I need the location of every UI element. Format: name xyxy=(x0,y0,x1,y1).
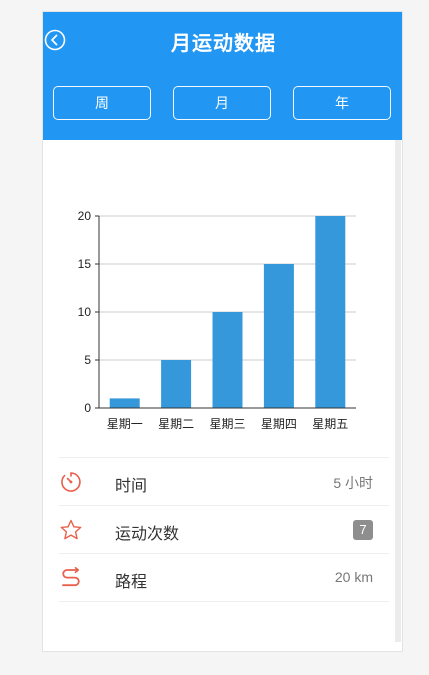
y-tick-label: 20 xyxy=(78,209,92,223)
star-icon xyxy=(60,519,82,540)
stat-value-time: 5 小时 xyxy=(333,475,373,491)
stat-label-distance: 路程 xyxy=(115,574,148,591)
stat-value-distance: 20 km xyxy=(334,569,373,585)
x-tick-label: 星期三 xyxy=(209,417,245,431)
stat-label-count: 运动次数 xyxy=(115,526,180,543)
y-tick-label: 15 xyxy=(78,257,92,271)
back-button[interactable] xyxy=(44,29,66,51)
tab-year[interactable]: 年 xyxy=(293,86,391,120)
bar-星期五 xyxy=(315,216,346,408)
bar-chart: 0 5 10 15 20 星期一 星期二 星期三 星期四 星期五 xyxy=(78,209,356,431)
bar-星期二 xyxy=(161,360,192,408)
back-arrow-icon xyxy=(44,29,66,51)
page-title: 月运动数据 xyxy=(171,33,276,55)
x-tick-label: 星期五 xyxy=(312,417,348,431)
x-tick-label: 星期四 xyxy=(261,417,297,431)
bar-星期三 xyxy=(212,312,243,408)
scrollbar[interactable] xyxy=(395,140,401,642)
x-tick-label: 星期一 xyxy=(107,417,143,431)
tab-week[interactable]: 周 xyxy=(53,86,151,120)
stat-row-time[interactable]: 时间 5 小时 xyxy=(59,457,389,505)
list-bottom-divider xyxy=(59,601,389,602)
y-tick-label: 0 xyxy=(84,401,91,415)
stat-badge-count: 7 xyxy=(353,520,373,540)
route-icon xyxy=(62,566,80,587)
bar-星期一 xyxy=(109,398,140,408)
tab-month[interactable]: 月 xyxy=(173,86,271,120)
stats-list: 时间 5 小时 运动次数 7 路程 20 km xyxy=(59,457,389,602)
app-header: 月运动数据 周 月 年 xyxy=(43,12,402,140)
y-tick-label: 10 xyxy=(78,305,92,319)
timer-icon xyxy=(61,472,81,492)
bar-星期四 xyxy=(263,264,294,408)
stat-label-time: 时间 xyxy=(115,478,148,495)
y-tick-label: 5 xyxy=(84,353,91,367)
app-screen: 月运动数据 周 月 年 0 5 10 15 20 星期一 星期二 星期三 星期四 星期五 时间 5… xyxy=(42,11,403,652)
stat-row-distance[interactable]: 路程 20 km xyxy=(59,553,389,601)
x-tick-label: 星期二 xyxy=(158,417,194,431)
stat-row-count[interactable]: 运动次数 7 xyxy=(59,505,389,553)
